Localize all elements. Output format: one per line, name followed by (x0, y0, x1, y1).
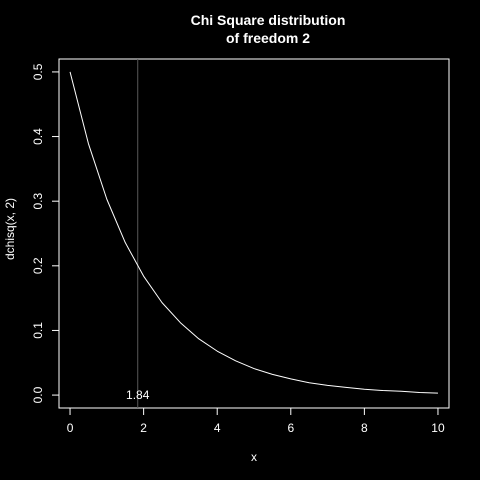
marker-group: 1.84 (126, 59, 150, 408)
x-tick-label: 8 (361, 421, 368, 435)
x-tick-label: 10 (431, 421, 445, 435)
y-tick-label: 0.0 (31, 386, 45, 403)
series-group (69, 71, 438, 394)
x-axis-label: x (251, 450, 257, 464)
vertical-marker-label: 1.84 (126, 388, 150, 402)
chart-title-line-2: of freedom 2 (226, 30, 310, 46)
y-tick-label: 0.4 (31, 128, 45, 145)
x-tick-label: 0 (67, 421, 74, 435)
y-tick-label: 0.5 (31, 63, 45, 80)
x-tick-label: 6 (287, 421, 294, 435)
plot-frame (58, 58, 450, 409)
density-curve-0 (69, 71, 438, 394)
x-tick-label: 4 (214, 421, 221, 435)
y-axis-label: dchisq(x, 2) (3, 198, 17, 260)
y-tick-label: 0.3 (31, 193, 45, 210)
y-tick-label: 0.1 (31, 322, 45, 339)
x-tick-label: 2 (140, 421, 147, 435)
axes-group: 0 2 4 6 8 10 0.0 0.1 0.2 0.3 0.4 0.5 (31, 58, 450, 435)
y-tick-label: 0.2 (31, 257, 45, 274)
chart-title-line-1: Chi Square distribution (191, 12, 346, 28)
